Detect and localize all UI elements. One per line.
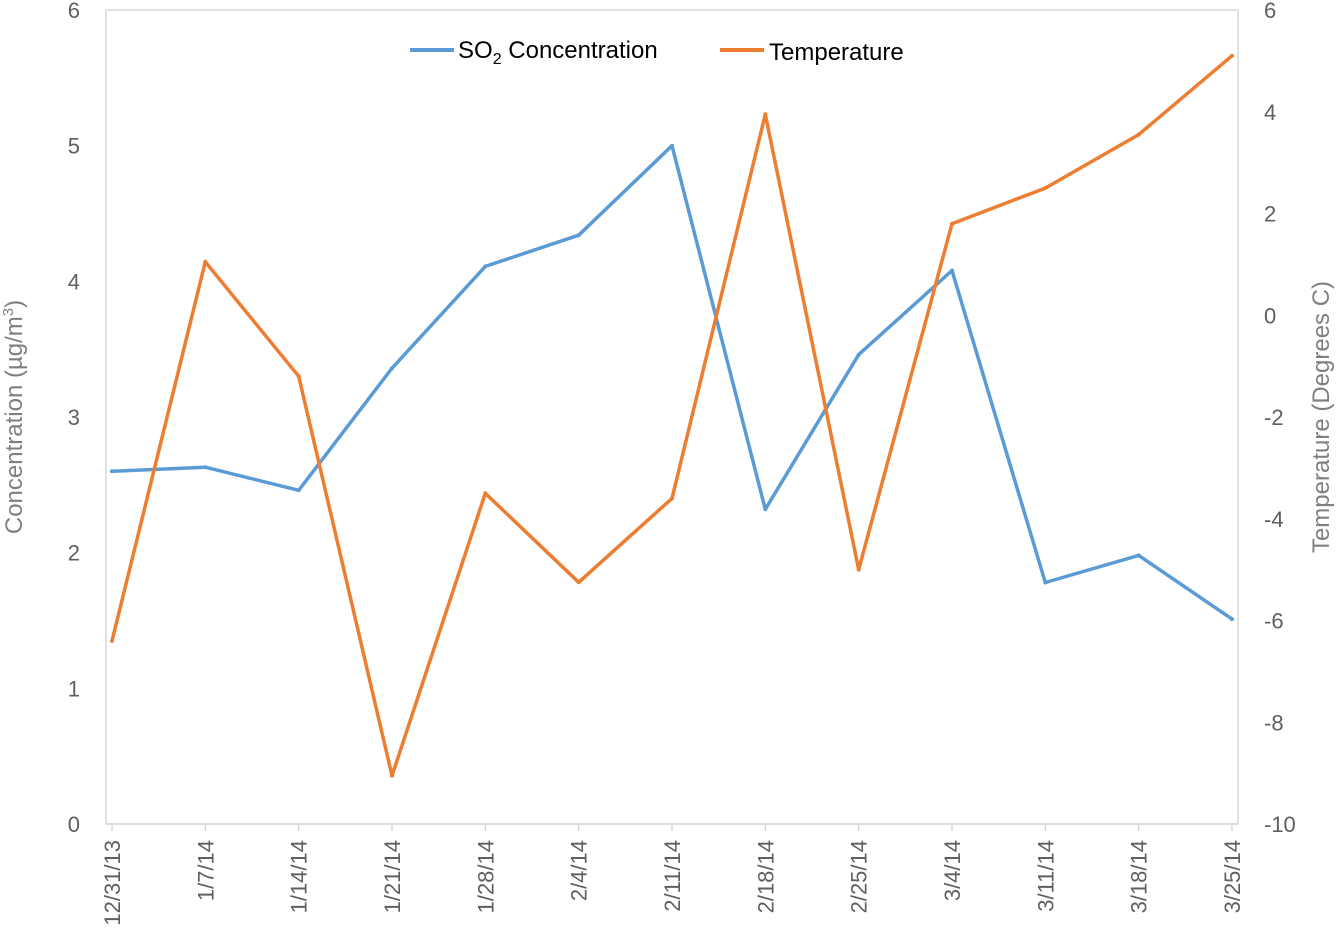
data-point-so2: [110, 469, 114, 474]
data-point-so2: [670, 143, 674, 148]
data-point-temperature: [296, 374, 301, 379]
y-left-tick-label: 4: [68, 269, 80, 294]
y-axis-title-left: Concentration (µg/m3): [0, 300, 28, 534]
x-tick-label: 3/18/14: [1127, 840, 1152, 913]
y-left-tick-label: 3: [68, 405, 80, 430]
y-right-tick-label: 4: [1264, 100, 1276, 125]
y-left-tick-label: 2: [68, 541, 80, 566]
data-point-temperature: [483, 491, 488, 496]
legend-label-temperature: Temperature: [769, 39, 904, 66]
data-point-so2: [296, 488, 301, 493]
y-right-tick-label: -6: [1264, 609, 1284, 634]
y-right-tick-label: 2: [1264, 202, 1276, 227]
x-tick-label: 1/21/14: [380, 840, 405, 913]
data-point-so2: [483, 264, 488, 269]
x-tick-label: 12/31/13: [100, 840, 125, 926]
y-left-tick-label: 6: [68, 0, 80, 23]
data-point-temperature: [1230, 53, 1234, 58]
x-tick-label: 3/11/14: [1033, 840, 1058, 912]
y-left-tick-label: 1: [68, 676, 80, 701]
data-point-so2: [390, 366, 394, 371]
x-tick-label: 3/4/14: [940, 840, 965, 901]
data-point-so2: [1136, 553, 1141, 558]
data-point-temperature: [390, 773, 394, 778]
x-tick-label: 2/4/14: [567, 840, 592, 901]
data-point-so2: [1230, 617, 1234, 622]
y-axis-title-right: Temperature (Degrees C): [1308, 281, 1335, 553]
data-point-so2: [1043, 580, 1048, 585]
x-tick-label: 1/7/14: [193, 840, 218, 901]
y-right-tick-label: 6: [1264, 0, 1276, 23]
data-point-temperature: [856, 567, 861, 572]
y-right-tick-label: -10: [1264, 812, 1296, 837]
y-left-tick-label: 0: [68, 812, 80, 837]
series-line-so2: [110, 143, 1234, 621]
data-point-temperature: [1136, 132, 1141, 137]
x-tick-label: 3/25/14: [1220, 840, 1245, 913]
y-right-tick-label: 0: [1264, 303, 1276, 328]
x-tick-label: 2/11/14: [660, 840, 685, 912]
x-tick-label: 2/18/14: [753, 840, 778, 913]
data-point-temperature: [576, 580, 581, 585]
x-tick-label: 2/25/14: [847, 840, 872, 913]
legend: SO2 Concentration Temperature: [410, 37, 904, 68]
data-point-so2: [203, 465, 208, 470]
data-point-so2: [856, 352, 861, 357]
y-right-tick-label: -8: [1264, 710, 1284, 735]
data-point-temperature: [203, 259, 208, 264]
series-line-temperature: [110, 54, 1234, 778]
data-point-temperature: [763, 112, 768, 117]
axes: 0 1 2 3 4 5 6 -10 -8 -6 -4 -2 0 2 4 6 12/31/13 1/7/14 1/14…: [68, 0, 1296, 926]
data-point-temperature: [950, 221, 954, 226]
y-left-tick-label: 5: [68, 134, 80, 159]
data-point-temperature: [1043, 186, 1048, 191]
x-tick-label: 1/28/14: [473, 840, 498, 913]
legend-label-so2: SO2 Concentration: [458, 37, 658, 68]
data-point-temperature: [110, 638, 114, 643]
y-right-tick-label: -4: [1264, 507, 1284, 532]
data-point-so2: [576, 233, 581, 238]
data-point-temperature: [670, 496, 674, 501]
series-layer: [110, 53, 1234, 778]
data-point-so2: [763, 507, 768, 512]
x-tick-label: 1/14/14: [287, 840, 312, 913]
data-point-so2: [950, 268, 954, 273]
y-right-tick-label: -2: [1264, 405, 1284, 430]
plot-area-border: [105, 9, 1239, 825]
